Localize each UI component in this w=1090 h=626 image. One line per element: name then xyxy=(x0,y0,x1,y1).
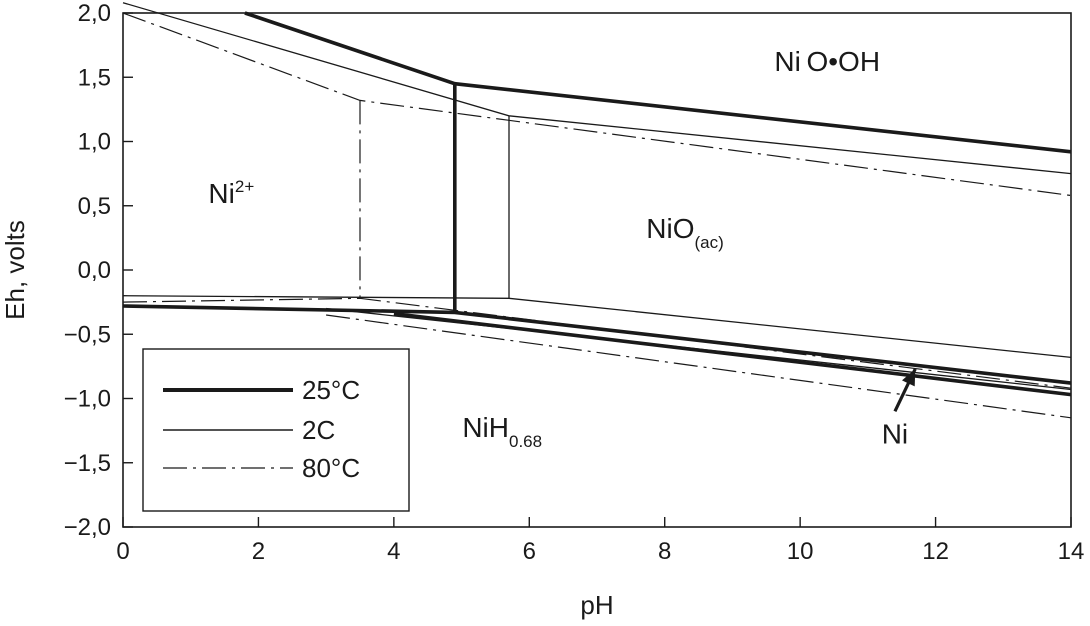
series-0-segment-2 xyxy=(122,304,1072,385)
y-tick-label-0: 2,0 xyxy=(78,0,111,27)
y-axis-label: Eh, volts xyxy=(0,220,30,320)
y-tick-label-7: −1,5 xyxy=(64,450,111,477)
legend-label-80c: 80°C xyxy=(302,453,360,483)
x-tick-label-0: 0 xyxy=(116,538,129,565)
annotation-arrow-head-0 xyxy=(902,368,916,387)
region-label-0: Ni O•OH xyxy=(774,46,880,77)
annotation-label-0: Ni xyxy=(882,418,908,449)
x-tick-label-1: 2 xyxy=(252,538,265,565)
region-label-2: NiO(ac) xyxy=(646,213,724,252)
series-2-segment-3 xyxy=(326,314,1072,419)
x-tick-label-5: 10 xyxy=(787,538,814,565)
legend: 25°C 2C 80°C xyxy=(142,348,410,512)
x-tick-label-2: 4 xyxy=(387,538,400,565)
region-labels: Ni O•OH Ni2+ NiO(ac) NiH0.68 xyxy=(208,46,880,451)
y-tick-label-1: 1,5 xyxy=(78,64,111,91)
x-tick-label-7: 14 xyxy=(1058,538,1085,565)
x-axis-label: pH xyxy=(580,590,613,620)
x-tick-label-4: 8 xyxy=(658,538,671,565)
x-tick-label-3: 6 xyxy=(523,538,536,565)
legend-label-2c: 2C xyxy=(302,415,335,445)
y-tick-label-8: −2,0 xyxy=(64,514,111,541)
series-0-segment-3 xyxy=(393,311,1072,397)
legend-label-25c: 25°C xyxy=(302,375,360,405)
x-tick-label-6: 12 xyxy=(922,538,949,565)
series-1-segment-0 xyxy=(122,2,1072,175)
y-tick-label-3: 0,5 xyxy=(78,193,111,220)
y-tick-label-4: 0,0 xyxy=(78,257,111,284)
series-2-segment-2 xyxy=(122,297,1072,389)
y-tick-label-6: −1,0 xyxy=(64,386,111,413)
region-label-3: NiH0.68 xyxy=(462,412,542,451)
y-tick-label-2: 1,0 xyxy=(78,129,111,156)
axis-ticks: 0 2 4 6 8 10 12 14 2,0 1,5 1,0 0,5 0,0 −0,5 −1,0 −1,5 −2… xyxy=(64,0,1085,565)
series-lines xyxy=(122,2,1072,419)
series-2-segment-0 xyxy=(122,12,1072,197)
annotations: Ni xyxy=(882,368,917,449)
series-1-segment-3 xyxy=(326,307,1072,391)
y-tick-label-5: −0,5 xyxy=(64,321,111,348)
series-1-segment-2 xyxy=(122,295,1072,359)
region-label-1: Ni2+ xyxy=(208,177,254,209)
